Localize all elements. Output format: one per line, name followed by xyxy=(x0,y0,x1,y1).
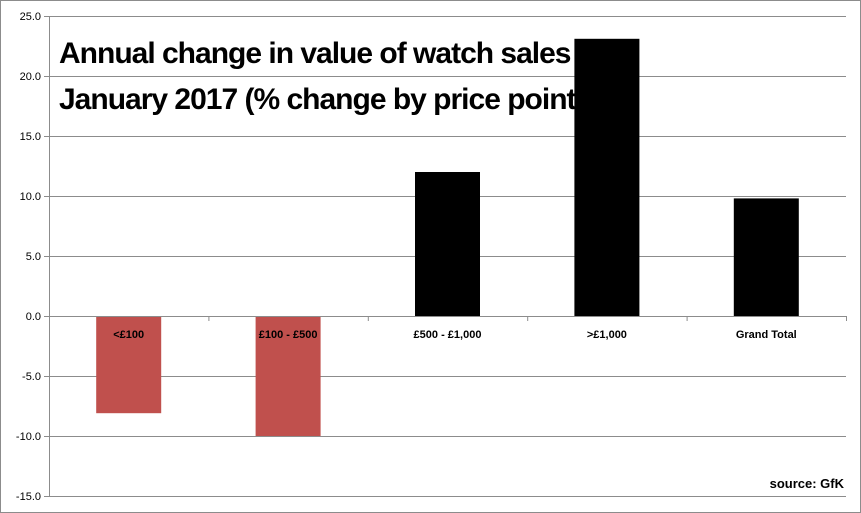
bar xyxy=(255,316,321,436)
y-tick-label: 10.0 xyxy=(20,191,41,203)
category-label: >£1,000 xyxy=(587,329,627,341)
y-tick-label: 20.0 xyxy=(20,71,41,83)
y-tick-label: -5.0 xyxy=(22,371,41,383)
category-label: £500 - £1,000 xyxy=(414,329,482,341)
y-tick-label: 0.0 xyxy=(26,311,41,323)
y-axis-tick-labels: 25.0 20.0 15.0 10.0 5.0 0.0 -5.0 -10.0 -15.0 xyxy=(16,11,41,503)
y-tick-label: 25.0 xyxy=(20,11,41,23)
category-label: <£100 xyxy=(113,329,144,341)
category-label: Grand Total xyxy=(736,329,797,341)
chart-title-line-1: Annual change in value of watch sales in xyxy=(59,37,602,70)
bar xyxy=(733,198,799,316)
category-label: £100 - £500 xyxy=(259,329,318,341)
source-note: source: GfK xyxy=(770,476,845,491)
category-labels: <£100 £100 - £500 £500 - £1,000 >£1,000 Gran… xyxy=(113,329,797,341)
bars xyxy=(96,38,799,436)
bar xyxy=(574,38,640,317)
y-tick-label: -10.0 xyxy=(16,431,41,443)
y-tick-label: 5.0 xyxy=(26,251,41,263)
chart-title-line-2: January 2017 (% change by price point). xyxy=(59,83,592,116)
axes xyxy=(49,16,847,496)
bar xyxy=(96,316,162,414)
bar xyxy=(415,172,480,316)
y-tick-label: -15.0 xyxy=(16,491,41,503)
y-tick-label: 15.0 xyxy=(20,131,41,143)
